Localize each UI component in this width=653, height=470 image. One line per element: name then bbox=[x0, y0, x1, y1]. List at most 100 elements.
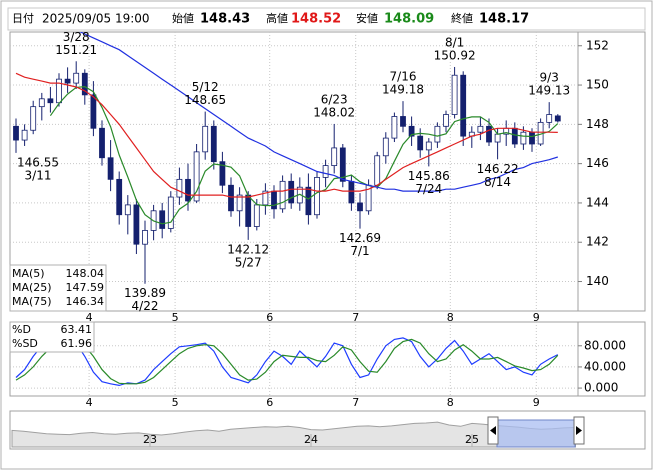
legend-name: %D bbox=[12, 323, 31, 336]
y-tick-label: 148 bbox=[586, 117, 609, 131]
x-tick-label: 6 bbox=[266, 396, 273, 409]
legend-box bbox=[9, 321, 95, 353]
candle-body bbox=[554, 115, 561, 122]
candle-body bbox=[348, 180, 355, 204]
annotation-value: 150.92 bbox=[434, 48, 476, 62]
candle-body bbox=[520, 131, 527, 145]
annotation-value: 151.21 bbox=[55, 43, 97, 57]
handle-arrow bbox=[490, 426, 496, 435]
annotation-value: 149.13 bbox=[528, 84, 570, 98]
header-date: 2025/09/05 19:00 bbox=[42, 12, 150, 26]
header-label: 終値 bbox=[451, 11, 473, 25]
candle-body bbox=[357, 202, 363, 212]
legend-name: %SD bbox=[12, 337, 38, 350]
candle-body bbox=[271, 190, 277, 210]
candle-body bbox=[236, 194, 243, 212]
x-tick-label: 9 bbox=[533, 311, 540, 324]
x-tick-label: 7 bbox=[352, 396, 359, 409]
y-tick-label: 150 bbox=[586, 78, 609, 92]
candle-body bbox=[210, 125, 217, 163]
annotation-date: 8/14 bbox=[484, 175, 511, 189]
candle-body bbox=[159, 210, 166, 229]
navigator-label: 24 bbox=[304, 433, 318, 446]
candle-body bbox=[47, 98, 54, 104]
annotation-date: 5/12 bbox=[192, 80, 219, 94]
candle-body bbox=[331, 147, 338, 167]
y-tick-label: 40.000 bbox=[584, 359, 626, 373]
header-label: 始値 bbox=[172, 11, 194, 25]
header-date-label: 日付 bbox=[12, 12, 34, 25]
candle-body bbox=[262, 190, 269, 206]
candle-body bbox=[107, 157, 114, 180]
candle-body bbox=[167, 196, 174, 229]
y-tick-label: 152 bbox=[586, 38, 609, 52]
header-value: 148.17 bbox=[479, 12, 529, 27]
y-tick-label: 140 bbox=[586, 274, 609, 288]
candle-body bbox=[443, 114, 449, 127]
annotation-value: 139.89 bbox=[124, 286, 166, 300]
annotation-value: 146.22 bbox=[477, 162, 519, 176]
header-value: 148.43 bbox=[200, 12, 250, 27]
candle-body bbox=[314, 176, 320, 216]
candle-body bbox=[193, 151, 200, 202]
navigator-label: 25 bbox=[465, 433, 479, 446]
legend-value: 146.34 bbox=[66, 295, 105, 308]
x-tick-label: 7 bbox=[352, 311, 359, 324]
candle-body bbox=[185, 178, 191, 202]
candle-body bbox=[477, 125, 484, 133]
navigator-selection[interactable] bbox=[496, 419, 576, 448]
annotation-date: 8/1 bbox=[445, 35, 464, 49]
y-tick-label: 80.000 bbox=[584, 338, 626, 352]
candle-body bbox=[219, 161, 226, 186]
legend-name: MA(75) bbox=[12, 295, 52, 308]
candle-body bbox=[417, 135, 424, 151]
x-tick-label: 5 bbox=[172, 396, 179, 409]
ma-line bbox=[49, 85, 559, 225]
x-tick-label: 4 bbox=[86, 311, 93, 324]
candle-body bbox=[305, 186, 312, 216]
x-tick-label: 8 bbox=[447, 311, 454, 324]
candle-body bbox=[133, 204, 140, 245]
header-value: 148.09 bbox=[384, 12, 434, 27]
x-tick-label: 8 bbox=[447, 396, 454, 409]
annotation-date: 6/23 bbox=[321, 92, 348, 106]
candle-body bbox=[451, 74, 458, 115]
candle-body bbox=[374, 155, 381, 186]
header-value: 148.52 bbox=[291, 12, 341, 27]
candle-body bbox=[38, 98, 45, 108]
candle-body bbox=[116, 178, 123, 216]
candle-body bbox=[21, 129, 28, 141]
candle-body bbox=[494, 133, 501, 143]
candle-body bbox=[99, 127, 105, 159]
candle-body bbox=[322, 165, 329, 178]
y-tick-label: 0.000 bbox=[584, 381, 618, 395]
candle-body bbox=[546, 114, 553, 123]
header-label: 安値 bbox=[356, 11, 378, 25]
candle-body bbox=[486, 125, 492, 143]
legend-name: MA(5) bbox=[12, 267, 45, 280]
y-tick-label: 146 bbox=[586, 156, 609, 170]
x-tick-label: 5 bbox=[172, 311, 179, 324]
annotation-value: 148.65 bbox=[184, 93, 226, 107]
candle-body bbox=[253, 204, 260, 227]
ma-line bbox=[79, 32, 558, 192]
annotation-date: 7/1 bbox=[350, 244, 369, 258]
header-label: 高値 bbox=[266, 11, 288, 25]
legend-value: 147.59 bbox=[66, 281, 105, 294]
stoch-line bbox=[15, 337, 559, 387]
x-tick-label: 9 bbox=[533, 396, 540, 409]
annotation-date: 3/28 bbox=[63, 30, 90, 44]
stoch-panel bbox=[9, 321, 646, 397]
legend-value: 148.04 bbox=[66, 267, 105, 280]
candle-body bbox=[30, 106, 37, 131]
candle-body bbox=[391, 116, 398, 139]
candle-body bbox=[64, 78, 71, 84]
candle-body bbox=[81, 72, 88, 96]
stoch-line bbox=[15, 338, 559, 385]
y-tick-label: 144 bbox=[586, 195, 609, 209]
annotation-value: 142.12 bbox=[227, 242, 269, 256]
handle-arrow bbox=[576, 426, 582, 435]
candle-body bbox=[73, 72, 80, 84]
ma-line bbox=[15, 72, 558, 198]
